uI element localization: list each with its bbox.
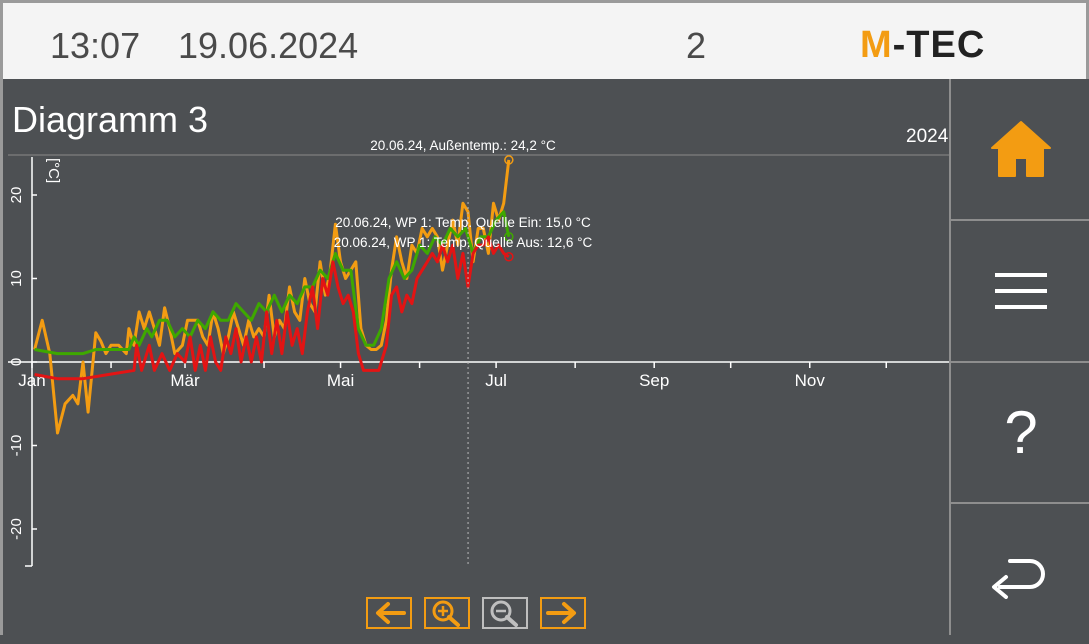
help-icon: ? xyxy=(1004,399,1038,466)
x-tick-label: Jul xyxy=(485,371,507,390)
y-tick-label: -20 xyxy=(8,518,25,540)
cursor-annotation: 20.06.24, Außentemp.: 24,2 °C xyxy=(370,138,556,153)
home-button[interactable] xyxy=(951,79,1089,219)
cursor-annotation: 20.06.24, WP 1: Temp. Quelle Aus: 12,6 °… xyxy=(334,235,593,250)
cursor-annotation: 20.06.24, WP 1: Temp. Quelle Ein: 15,0 °… xyxy=(335,215,591,230)
y-tick-label: 0 xyxy=(8,358,25,366)
page-number: 2 xyxy=(686,25,707,66)
back-button[interactable] xyxy=(951,504,1089,644)
menu-button[interactable] xyxy=(951,221,1089,361)
m-tec-logo: M-TEC xyxy=(860,24,986,66)
year-label: 2024 xyxy=(906,126,949,147)
help-button[interactable]: ? xyxy=(951,363,1089,503)
cursor-marker xyxy=(504,155,514,165)
x-tick-label: Nov xyxy=(795,371,826,390)
x-tick-label: Jan xyxy=(18,371,45,390)
clock-time: 13:07 xyxy=(50,25,141,66)
x-tick-label: Mär xyxy=(170,371,200,390)
sidebar: ? xyxy=(949,79,1089,635)
arrow-left-icon xyxy=(376,602,406,624)
series-line xyxy=(34,210,511,356)
x-tick-label: Sep xyxy=(639,371,669,390)
current-date: 19.06.2024 xyxy=(178,25,359,66)
page-title: Diagramm 3 xyxy=(12,99,209,140)
temperature-chart[interactable]: [°C] 20 10 0 -10 -20 Jan Mär Mai Jul Sep Nov 20.06.2… xyxy=(3,79,949,635)
y-tick-label: 10 xyxy=(8,270,25,287)
status-bar: 13:07 19.06.2024 2 M-TEC xyxy=(3,3,1086,79)
home-icon xyxy=(991,121,1051,177)
scroll-right-button[interactable] xyxy=(540,597,586,629)
zoom-in-icon xyxy=(432,600,460,627)
y-axis-label: [°C] xyxy=(45,158,62,183)
series-line xyxy=(34,235,510,381)
arrow-right-icon xyxy=(546,602,576,624)
back-icon xyxy=(992,559,1045,599)
zoom-out-icon xyxy=(490,600,518,627)
y-tick-label: 20 xyxy=(8,187,25,204)
cursor-marker xyxy=(504,232,514,242)
series-line xyxy=(33,159,511,435)
menu-icon xyxy=(995,273,1047,309)
x-tick-label: Mai xyxy=(327,371,354,390)
zoom-in-button[interactable] xyxy=(424,597,470,629)
scroll-left-button[interactable] xyxy=(366,597,412,629)
zoom-out-button[interactable] xyxy=(482,597,528,629)
y-tick-label: -10 xyxy=(8,435,25,457)
cursor-marker xyxy=(504,252,514,262)
chart-panel: [°C] 20 10 0 -10 -20 Jan Mär Mai Jul Sep Nov 20.06.2… xyxy=(3,79,949,635)
